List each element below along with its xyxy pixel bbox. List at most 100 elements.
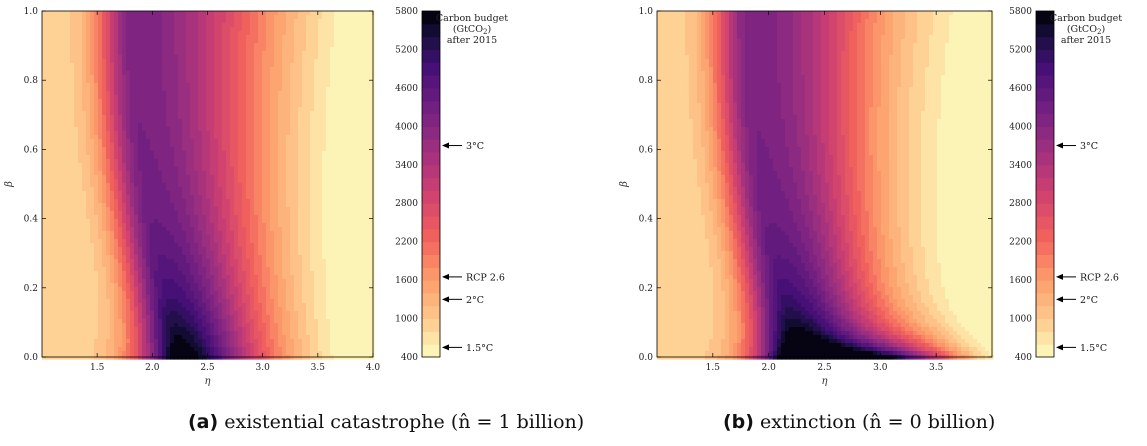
contour-cell (254, 223, 259, 228)
contour-cell (234, 91, 239, 96)
contour-cell (258, 219, 263, 224)
contour-cell (150, 63, 155, 68)
contour-cell (250, 311, 255, 316)
contour-cell (82, 279, 87, 284)
contour-cell (122, 167, 127, 172)
contour-cell (186, 239, 191, 244)
contour-cell (86, 51, 91, 56)
contour-cell (222, 239, 227, 244)
contour-cell (214, 123, 219, 128)
contour-cell (142, 131, 147, 136)
contour-cell (238, 163, 243, 168)
contour-cell (234, 335, 239, 340)
contour-cell (186, 307, 191, 312)
contour-cell (130, 311, 135, 316)
contour-cell (114, 219, 119, 224)
contour-cell (254, 39, 259, 44)
contour-cell (238, 347, 243, 352)
contour-cell (258, 147, 263, 152)
contour-cell (182, 167, 187, 172)
contour-cell (94, 267, 99, 272)
contour-cell (78, 67, 83, 72)
contour-cell (134, 199, 139, 204)
contour-cell (86, 43, 91, 48)
contour-cell (102, 339, 107, 344)
contour-cell (270, 55, 275, 60)
contour-cell (118, 175, 123, 180)
contour-cell (126, 43, 131, 48)
contour-cell (86, 303, 91, 308)
contour-cell (194, 287, 199, 292)
contour-cell (110, 235, 115, 240)
contour-cell (170, 239, 175, 244)
contour-cell (234, 259, 239, 264)
contour-cell (174, 155, 179, 160)
contour-cell (162, 263, 167, 268)
contour-cell (230, 283, 235, 288)
contour-cell (202, 123, 207, 128)
contour-cell (190, 327, 195, 332)
contour-cell (102, 175, 107, 180)
contour-cell (254, 339, 259, 344)
contour-cell (70, 331, 75, 336)
contour-cell (154, 247, 159, 252)
contour-cell (266, 339, 271, 344)
contour-cell (146, 223, 151, 228)
contour-cell (150, 171, 155, 176)
contour-cell (206, 35, 211, 40)
contour-cell (254, 259, 259, 264)
contour-cell (262, 47, 267, 52)
contour-cell (90, 215, 95, 220)
contour-cell (138, 347, 143, 352)
contour-cell (154, 227, 159, 232)
contour-cell (206, 67, 211, 72)
contour-cell (98, 115, 103, 120)
contour-cell (82, 339, 87, 344)
contour-cell (102, 67, 107, 72)
contour-cell (98, 43, 103, 48)
contour-cell (106, 199, 111, 204)
contour-cell (86, 311, 91, 316)
contour-cell (130, 275, 135, 280)
contour-cell (74, 55, 79, 60)
contour-cell (182, 315, 187, 320)
contour-cell (50, 271, 55, 276)
contour-cell (182, 175, 187, 180)
contour-cell (214, 207, 219, 212)
contour-cell (214, 231, 219, 236)
contour-cell (266, 271, 271, 276)
contour-cell (174, 67, 179, 72)
contour-cell (62, 207, 67, 212)
contour-cell (202, 155, 207, 160)
contour-cell (62, 203, 67, 208)
contour-cell (258, 51, 263, 56)
contour-cell (174, 215, 179, 220)
contour-cell (182, 327, 187, 332)
contour-cell (178, 215, 183, 220)
contour-cell (94, 303, 99, 308)
contour-cell (86, 331, 91, 336)
contour-cell (94, 263, 99, 268)
contour-cell (134, 271, 139, 276)
contour-cell (118, 307, 123, 312)
contour-cell (206, 175, 211, 180)
contour-cell (270, 151, 275, 156)
contour-cell (70, 155, 75, 160)
contour-cell (174, 335, 179, 340)
contour-cell (206, 55, 211, 60)
contour-cell (86, 235, 91, 240)
contour-cell (110, 203, 115, 208)
contour-cell (106, 211, 111, 216)
contour-cell (78, 127, 83, 132)
contour-cell (122, 315, 127, 320)
contour-cell (198, 99, 203, 104)
contour-cell (262, 23, 267, 28)
contour-cell (78, 87, 83, 92)
contour-cell (246, 303, 251, 308)
contour-cell (218, 27, 223, 32)
contour-cell (170, 259, 175, 264)
contour-cell (66, 151, 71, 156)
contour-cell (178, 159, 183, 164)
contour-cell (114, 287, 119, 292)
contour-cell (50, 43, 55, 48)
